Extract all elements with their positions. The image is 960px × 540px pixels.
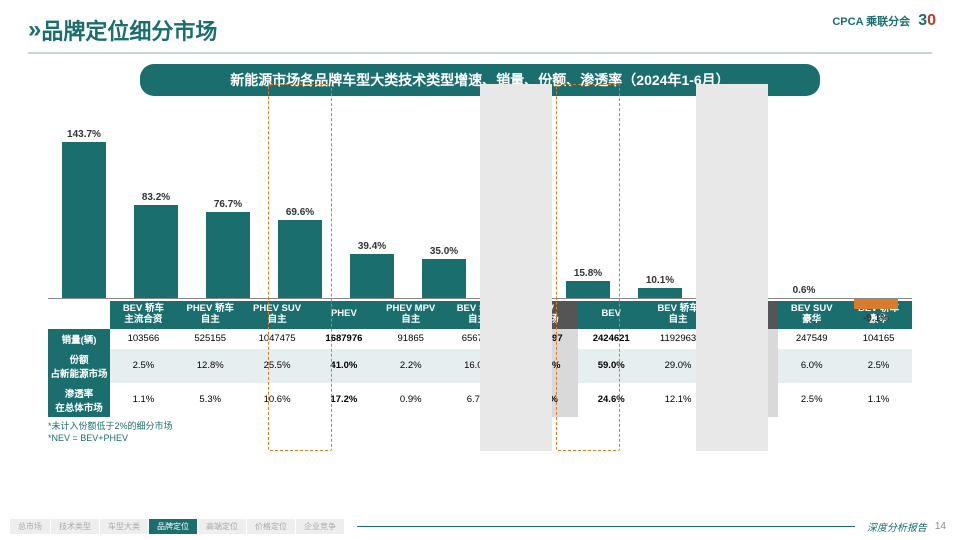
nav-tab[interactable]: 高端定位 bbox=[198, 519, 246, 534]
bar-label: -9.1% bbox=[863, 313, 889, 324]
page-title: 品牌定位细分市场 bbox=[41, 14, 217, 46]
table-col-header: BEV 轿车主流合资 bbox=[110, 301, 177, 329]
bar bbox=[278, 220, 321, 299]
bar-label: 69.6% bbox=[286, 207, 314, 218]
bar-column: 35.0% bbox=[408, 129, 480, 299]
bar-label: 143.7% bbox=[67, 129, 101, 140]
table-cell: 12.8% bbox=[177, 349, 244, 383]
nav-tab[interactable]: 车型大类 bbox=[100, 519, 148, 534]
bar-column: 10.1% bbox=[624, 129, 696, 299]
bar-column: 76.7% bbox=[192, 129, 264, 299]
table-row-header: 销量(辆) bbox=[48, 329, 110, 349]
bar-column: 83.2% bbox=[120, 129, 192, 299]
table-cell: 103566 bbox=[110, 329, 177, 349]
slide-header: » 品牌定位细分市场 bbox=[0, 0, 960, 52]
nav-tabs: 总市场技术类型车型大类品牌定位高端定位价格定位企业竞争 bbox=[10, 519, 345, 534]
table-cell: 1.1% bbox=[845, 383, 912, 417]
table-row-header: 份额占新能源市场 bbox=[48, 349, 110, 383]
bar-column: 143.7% bbox=[48, 129, 120, 299]
bar-column: -9.1% bbox=[840, 129, 912, 299]
page-number: 14 bbox=[935, 521, 946, 532]
footer: 总市场技术类型车型大类品牌定位高端定位价格定位企业竞争 深度分析报告 14 bbox=[0, 519, 960, 534]
table-cell: 1047475 bbox=[244, 329, 311, 349]
nav-tab[interactable]: 价格定位 bbox=[247, 519, 295, 534]
bar-column: 15.8% bbox=[552, 129, 624, 299]
bar bbox=[566, 281, 609, 299]
table-cell: 59.0% bbox=[578, 349, 645, 383]
table-cell: 10.6% bbox=[244, 383, 311, 417]
chevron-icon: » bbox=[28, 16, 33, 44]
bar-label: 39.4% bbox=[358, 241, 386, 252]
table-row-header: 渗透率在总体市场 bbox=[48, 383, 110, 417]
table-col-header: BEV SUV豪华 bbox=[778, 301, 845, 329]
table-col-header: PHEV SUV自主 bbox=[244, 301, 311, 329]
nav-tab[interactable]: 品牌定位 bbox=[149, 519, 197, 534]
table-col-header: PHEV MPV自主 bbox=[377, 301, 444, 329]
bar bbox=[206, 212, 249, 299]
table-cell: 2.5% bbox=[110, 349, 177, 383]
table-cell: 0.9% bbox=[377, 383, 444, 417]
table-cell: 5.3% bbox=[177, 383, 244, 417]
table-cell: 2.5% bbox=[778, 383, 845, 417]
bar-label: 10.1% bbox=[646, 275, 674, 286]
nav-tab[interactable]: 技术类型 bbox=[51, 519, 99, 534]
nav-tab[interactable]: 企业竞争 bbox=[296, 519, 344, 534]
shade-column bbox=[480, 84, 552, 451]
table-cell: 6.0% bbox=[778, 349, 845, 383]
anniversary-logo: 30 bbox=[918, 12, 936, 30]
table-cell: 91865 bbox=[377, 329, 444, 349]
table-cell: 2424621 bbox=[578, 329, 645, 349]
nav-tab[interactable]: 总市场 bbox=[10, 519, 50, 534]
bar-label: 35.0% bbox=[430, 246, 458, 257]
bar-column: 69.6% bbox=[264, 129, 336, 299]
table-cell: 104165 bbox=[845, 329, 912, 349]
bar bbox=[854, 299, 897, 309]
bar-label: 83.2% bbox=[142, 192, 170, 203]
bar bbox=[350, 254, 393, 299]
bar-label: 15.8% bbox=[574, 268, 602, 279]
table-cell: 247549 bbox=[778, 329, 845, 349]
bar bbox=[62, 142, 105, 299]
bar-column: 0.6% bbox=[768, 129, 840, 299]
table-cell: 2.2% bbox=[377, 349, 444, 383]
bar-label: 76.7% bbox=[214, 199, 242, 210]
table-col-header: PHEV 轿车自主 bbox=[177, 301, 244, 329]
table-col-header: BEV bbox=[578, 301, 645, 329]
bar bbox=[134, 205, 177, 299]
table-cell: 24.6% bbox=[578, 383, 645, 417]
shade-column bbox=[696, 84, 768, 451]
bar-chart: 143.7%83.2%76.7%69.6%39.4%35.0%33.2%15.8… bbox=[48, 104, 912, 299]
header-underline bbox=[28, 52, 932, 54]
bar bbox=[422, 259, 465, 299]
table-cell: 17.2% bbox=[310, 383, 377, 417]
bar-label: 0.6% bbox=[793, 285, 816, 296]
footer-line bbox=[357, 526, 855, 527]
cpca-logo: CPCA 乘联分会 bbox=[832, 13, 910, 29]
table-cell: 1687976 bbox=[310, 329, 377, 349]
table-cell: 2.5% bbox=[845, 349, 912, 383]
table-cell: 1.1% bbox=[110, 383, 177, 417]
table-cell: 41.0% bbox=[310, 349, 377, 383]
table-col-header: PHEV bbox=[310, 301, 377, 329]
bar-column: 39.4% bbox=[336, 129, 408, 299]
logo-container: CPCA 乘联分会 30 bbox=[832, 12, 936, 30]
footer-label: 深度分析报告 bbox=[867, 519, 927, 534]
table-cell: 525155 bbox=[177, 329, 244, 349]
table-cell: 25.5% bbox=[244, 349, 311, 383]
